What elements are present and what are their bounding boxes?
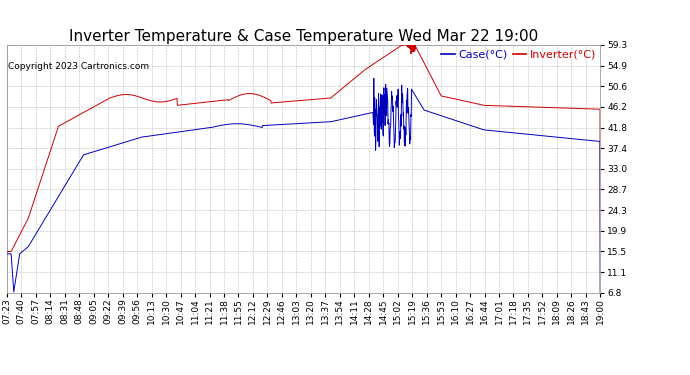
Title: Inverter Temperature & Case Temperature Wed Mar 22 19:00: Inverter Temperature & Case Temperature … <box>69 29 538 44</box>
Text: Copyright 2023 Cartronics.com: Copyright 2023 Cartronics.com <box>8 62 149 71</box>
Legend: Case(°C), Inverter(°C): Case(°C), Inverter(°C) <box>437 45 600 64</box>
